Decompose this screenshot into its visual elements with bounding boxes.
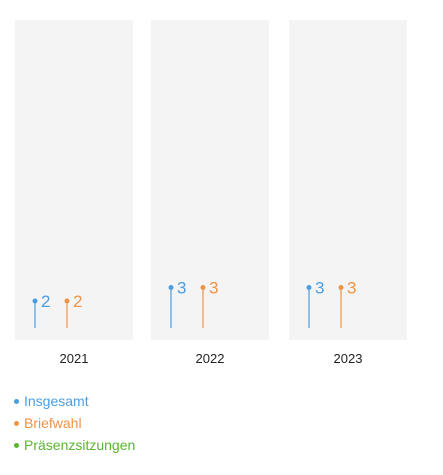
x-tick-label: 2022 xyxy=(196,351,225,366)
x-tick-label: 2021 xyxy=(60,351,89,366)
data-label: 3 xyxy=(209,279,218,298)
legend-item-insgesamt[interactable]: Insgesamt xyxy=(14,390,135,412)
point-Briefwahl xyxy=(200,285,206,290)
legend-label: Briefwahl xyxy=(24,415,82,431)
legend-dot-icon xyxy=(14,398,19,404)
data-label: 2 xyxy=(73,292,82,311)
data-label: 3 xyxy=(177,279,186,298)
point-Briefwahl xyxy=(338,285,344,290)
legend-item-praesenzsitzungen[interactable]: Präsenzsitzungen xyxy=(14,434,135,456)
x-tick-label: 2023 xyxy=(334,351,363,366)
legend-dot-icon xyxy=(14,442,19,448)
lollipop-chart: 2021 2 2 2022 3 3 2023 3 3 xyxy=(15,20,407,366)
point-Insgesamt xyxy=(306,285,312,290)
point-Insgesamt xyxy=(32,298,38,304)
legend-item-briefwahl[interactable]: Briefwahl xyxy=(14,412,135,434)
point-Insgesamt xyxy=(168,285,174,290)
panel-2021 xyxy=(15,20,133,340)
point-Briefwahl xyxy=(64,298,70,304)
legend: Insgesamt Briefwahl Präsenzsitzungen xyxy=(14,390,135,456)
data-label: 3 xyxy=(315,279,324,298)
legend-label: Insgesamt xyxy=(24,393,89,409)
data-label: 2 xyxy=(41,292,50,311)
legend-label: Präsenzsitzungen xyxy=(24,437,136,453)
legend-dot-icon xyxy=(14,420,19,426)
data-label: 3 xyxy=(347,279,356,298)
